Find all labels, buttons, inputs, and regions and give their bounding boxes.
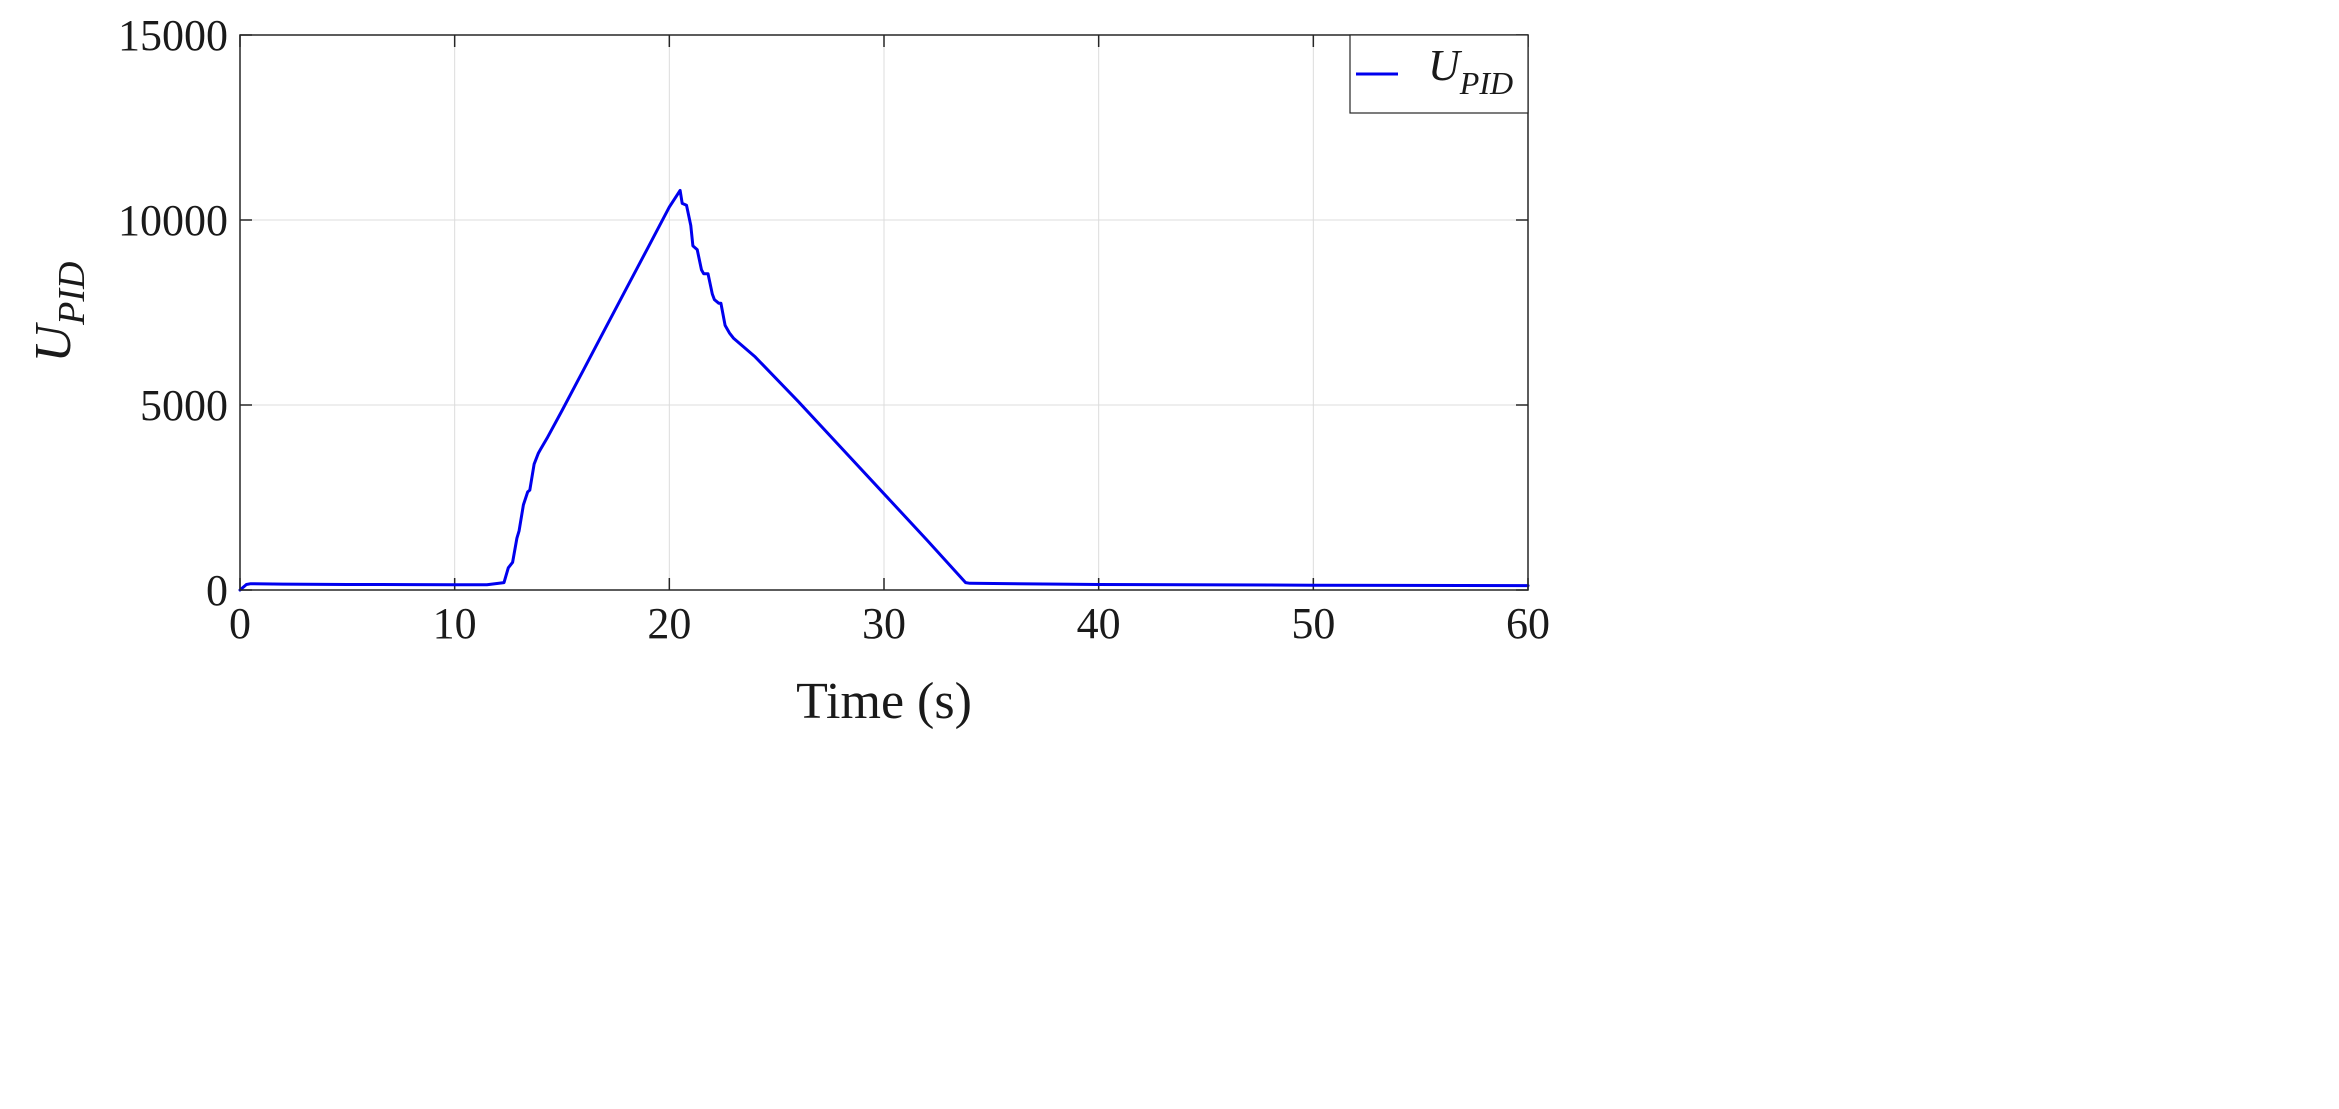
legend: UPID <box>1349 34 1529 114</box>
y-tick-label: 5000 <box>140 381 228 430</box>
legend-label-sub: PID <box>1459 65 1513 101</box>
chart: 0 10 20 30 40 50 60 0 5000 10000 15000 Time (s) U… <box>25 11 1550 730</box>
x-tick-label: 0 <box>229 599 251 648</box>
x-axis-label: Time (s) <box>796 673 972 730</box>
y-axis-label-main: U <box>25 321 82 362</box>
x-tick-label: 10 <box>433 599 477 648</box>
x-tick-label: 20 <box>647 599 691 648</box>
legend-label-main: U <box>1428 41 1463 90</box>
series-line-upid <box>238 188 1530 592</box>
x-tick-label: 50 <box>1291 599 1335 648</box>
y-axis-label: UPID <box>25 262 93 363</box>
y-axis-label-sub: PID <box>51 262 93 326</box>
legend-label: UPID <box>1428 41 1513 101</box>
y-tick-label: 0 <box>206 566 228 615</box>
plot-frame <box>239 34 1529 591</box>
x-tick-label: 60 <box>1506 599 1550 648</box>
y-tick-labels: 0 5000 10000 15000 <box>118 11 228 615</box>
x-tick-label: 30 <box>862 599 906 648</box>
y-tick-label: 15000 <box>118 11 228 60</box>
y-tick-label: 10000 <box>118 196 228 245</box>
series-group <box>238 188 1530 592</box>
x-tick-label: 40 <box>1077 599 1121 648</box>
x-tick-labels: 0 10 20 30 40 50 60 <box>229 599 1550 648</box>
